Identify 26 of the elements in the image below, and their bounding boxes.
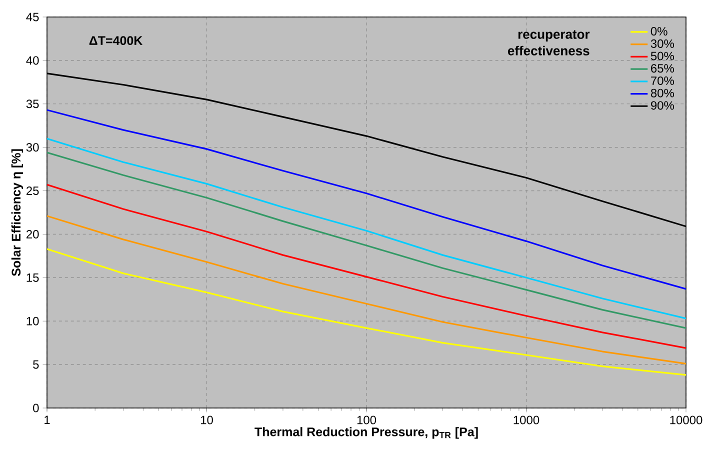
legend-label: 30% (650, 39, 674, 48)
y-tick-label: 0 (33, 404, 39, 412)
y-tick-label: 10 (26, 316, 39, 326)
y-tick-label: 45 (26, 12, 39, 22)
x-axis-title: Thermal Reduction Pressure, p$_{TR}$ [Pa] (254, 427, 478, 439)
legend-label: 80% (650, 88, 674, 98)
y-tick-label: 20 (26, 230, 39, 238)
x-tick-label: 100 (357, 416, 376, 424)
x-tick-label: 10000 (670, 416, 702, 424)
annotation: ΔT=400K (89, 36, 143, 46)
y-axis-title: Solar Efficiency η [%] (11, 149, 24, 276)
y-tick-label: 35 (26, 100, 39, 108)
x-tick-label: 1000 (514, 416, 540, 424)
y-tick-label: 25 (26, 186, 39, 196)
legend-label: 90% (650, 101, 674, 110)
x-tick-label: 10 (201, 416, 213, 424)
y-tick-label: 5 (33, 360, 39, 369)
legend-label: 0% (650, 27, 668, 36)
legend-title: recuperator effectiveness (508, 30, 590, 56)
x-tick-label: 1 (44, 416, 50, 424)
legend-label: 50% (650, 52, 674, 60)
y-tick-label: 40 (26, 56, 39, 65)
legend-label: 65% (651, 64, 674, 73)
y-tick-label: 30 (26, 143, 39, 152)
legend-label: 70% (651, 76, 674, 85)
y-tick-label: 15 (26, 273, 39, 282)
